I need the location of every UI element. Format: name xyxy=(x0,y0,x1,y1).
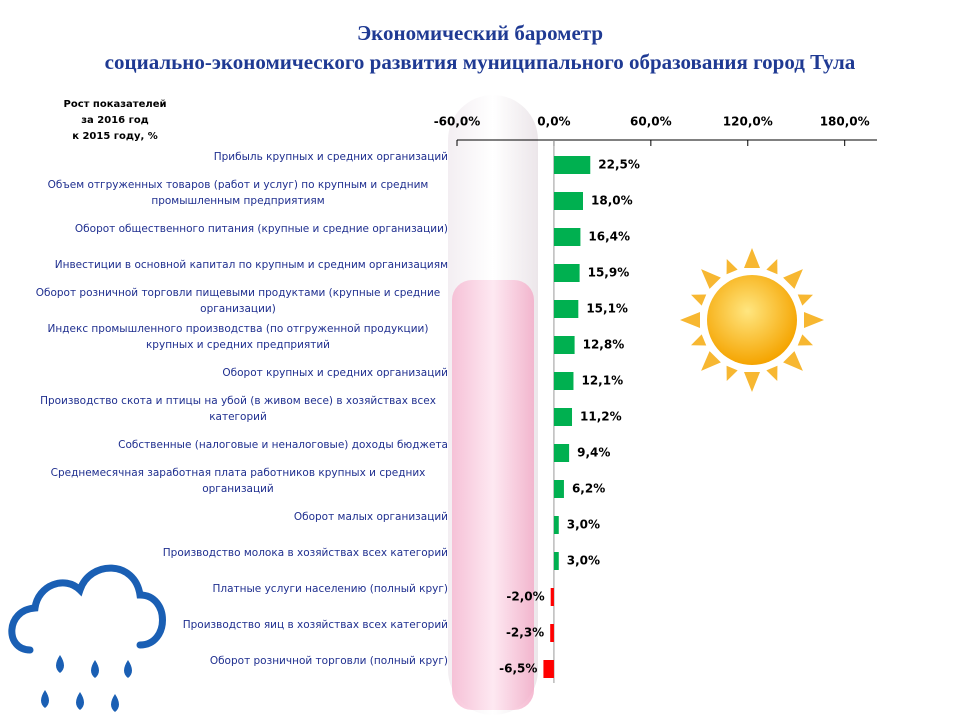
category-label-box: Оборот малых организаций xyxy=(28,500,448,534)
category-label: Производство молока в хозяйствах всех ка… xyxy=(162,547,448,559)
value-label: 16,4% xyxy=(588,230,630,244)
category-label: Производство яиц в хозяйствах всех катег… xyxy=(182,619,448,631)
bar xyxy=(553,228,581,246)
bar xyxy=(553,300,579,318)
chart-title: социально-экономического развития муници… xyxy=(105,50,856,74)
category-label: Среднемесячная заработная плата работник… xyxy=(50,467,426,495)
bar xyxy=(553,372,574,390)
category-label: Прибыль крупных и средних организаций xyxy=(213,151,448,163)
category-label: Инвестиции в основной капитал по крупным… xyxy=(54,259,448,271)
category-label: Оборот общественного питания (крупные и … xyxy=(74,223,448,235)
bar xyxy=(553,480,564,498)
value-label: 3,0% xyxy=(567,554,600,568)
value-label: 12,1% xyxy=(581,374,623,388)
category-label-box: Оборот розничной торговли (полный круг) xyxy=(28,644,448,678)
x-tick-label: 60,0% xyxy=(630,115,672,129)
axis-note: Рост показателей xyxy=(64,99,167,110)
category-label-box: Производство молока в хозяйствах всех ка… xyxy=(28,536,448,570)
bar xyxy=(550,588,554,606)
value-label: -2,3% xyxy=(506,626,544,640)
category-label-box: Собственные (налоговые и неналоговые) до… xyxy=(28,428,448,462)
bar xyxy=(550,624,554,642)
category-label-box: Оборот общественного питания (крупные и … xyxy=(28,212,448,246)
bar xyxy=(553,336,575,354)
category-label-box: Объем отгруженных товаров (работ и услуг… xyxy=(28,176,448,210)
value-label: -6,5% xyxy=(499,662,537,676)
category-label-box: Платные услуги населению (полный круг) xyxy=(28,572,448,606)
value-label: 15,9% xyxy=(588,266,630,280)
x-tick-label: -60,0% xyxy=(434,115,481,129)
bar xyxy=(553,444,570,462)
rain-cloud-icon xyxy=(8,564,166,712)
category-label: Оборот крупных и средних организаций xyxy=(222,367,448,379)
category-label-box: Оборот крупных и средних организаций xyxy=(28,356,448,390)
category-label: Собственные (налоговые и неналоговые) до… xyxy=(118,439,448,451)
value-label: 3,0% xyxy=(567,518,600,532)
category-label-box: Производство яиц в хозяйствах всех катег… xyxy=(28,608,448,642)
x-tick-label: 120,0% xyxy=(723,115,773,129)
x-tick-label: 0,0% xyxy=(537,115,570,129)
bar xyxy=(553,552,559,570)
value-label: 15,1% xyxy=(586,302,628,316)
value-label: 6,2% xyxy=(572,482,605,496)
value-label: 9,4% xyxy=(577,446,610,460)
category-label: Оборот розничной торговли пищевыми проду… xyxy=(35,287,441,315)
category-label: Платные услуги населению (полный круг) xyxy=(212,583,448,595)
category-label: Оборот розничной торговли (полный круг) xyxy=(209,655,448,667)
bar xyxy=(543,660,554,678)
bar xyxy=(553,192,583,210)
category-label: Индекс промышленного производства (по от… xyxy=(47,323,429,351)
category-label-box: Прибыль крупных и средних организаций xyxy=(28,140,448,174)
x-tick-label: 180,0% xyxy=(820,115,870,129)
value-label: 12,8% xyxy=(583,338,625,352)
sun-icon xyxy=(680,248,824,392)
bar xyxy=(553,264,580,282)
category-label-box: Инвестиции в основной капитал по крупным… xyxy=(28,248,448,282)
chart-title: Экономический барометр xyxy=(357,21,603,45)
category-label: Оборот малых организаций xyxy=(293,511,448,523)
bar xyxy=(553,516,559,534)
bar xyxy=(553,408,573,426)
category-label: Объем отгруженных товаров (работ и услуг… xyxy=(47,179,429,207)
value-label: 18,0% xyxy=(591,194,633,208)
category-label-box: Производство скота и птицы на убой (в жи… xyxy=(28,392,448,426)
value-label: -2,0% xyxy=(506,590,544,604)
thermometer-mercury xyxy=(452,280,534,710)
category-label-box: Среднемесячная заработная плата работник… xyxy=(28,464,448,498)
category-label: Производство скота и птицы на убой (в жи… xyxy=(40,395,436,423)
axis-note: за 2016 год xyxy=(81,115,149,126)
category-label-box: Оборот розничной торговли пищевыми проду… xyxy=(28,284,448,318)
axis-note: к 2015 году, % xyxy=(72,131,158,142)
value-label: 22,5% xyxy=(598,158,640,172)
value-label: 11,2% xyxy=(580,410,622,424)
category-label-box: Индекс промышленного производства (по от… xyxy=(28,320,448,354)
bar xyxy=(553,156,591,174)
